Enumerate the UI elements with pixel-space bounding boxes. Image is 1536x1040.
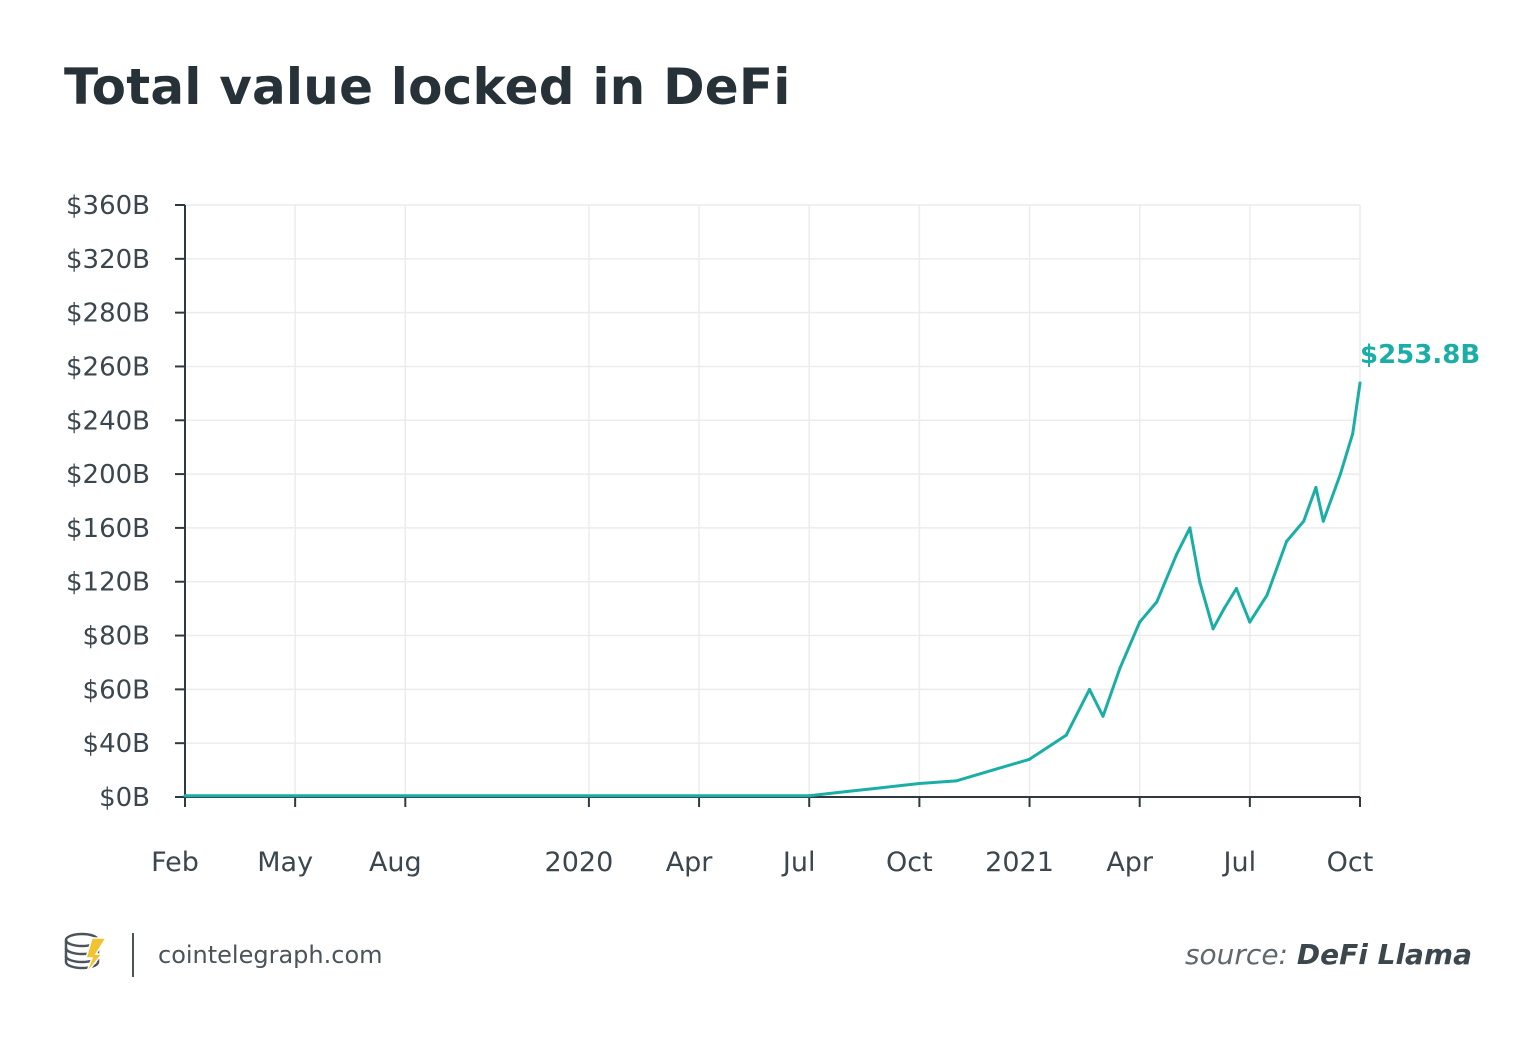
end-value-label: $253.8B [1360, 340, 1480, 370]
data-point [881, 786, 885, 790]
x-tick-label: May [257, 847, 313, 878]
data-point [1248, 620, 1252, 624]
data-point [1338, 472, 1342, 476]
data-point [1028, 757, 1031, 761]
data-point [1314, 486, 1318, 489]
cointelegraph-logo-icon [62, 930, 110, 980]
y-tick-label: $240B [66, 406, 150, 436]
data-point [1198, 580, 1202, 584]
y-tick-label: $320B [66, 245, 150, 275]
y-tick-label: $120B [66, 568, 150, 598]
x-tick-label: Apr [666, 847, 714, 878]
data-point [1234, 587, 1238, 590]
data-point [1174, 553, 1178, 557]
footer-divider [132, 933, 134, 977]
x-tick-label: Oct [886, 847, 933, 878]
data-point [1155, 600, 1159, 604]
x-tick-label: 2021 [985, 847, 1054, 878]
data-point [1351, 432, 1355, 436]
x-tick-label: 2020 [545, 847, 614, 878]
footer-site-link[interactable]: cointelegraph.com [158, 941, 383, 969]
footer-source: source: DeFi Llama [1185, 938, 1472, 971]
x-tick-label: Oct [1327, 847, 1374, 878]
data-point [917, 782, 921, 785]
y-tick-label: $260B [66, 352, 150, 382]
series-layer [183, 381, 1362, 798]
x-tick-label: Aug [369, 847, 422, 878]
x-tick-label: Jul [1222, 847, 1257, 878]
source-name: DeFi Llama [1296, 938, 1472, 971]
data-point [1321, 519, 1325, 523]
data-point [1358, 381, 1362, 385]
y-tick-label: $60B [83, 675, 150, 705]
footer-brand: cointelegraph.com [62, 932, 383, 978]
data-point [1088, 687, 1091, 691]
y-tick-label: $200B [66, 460, 150, 490]
data-point [1188, 526, 1192, 530]
data-point [1138, 620, 1142, 624]
x-axis-tick-labels: Feb May Aug 2020 Apr Jul Oct 2021 Apr Jul Oct [151, 847, 1373, 878]
data-point [1101, 714, 1105, 718]
y-tick-label: $40B [83, 729, 150, 759]
data-point [1285, 539, 1289, 543]
y-tick-label: $360B [66, 191, 150, 221]
y-tick-label: $160B [66, 514, 150, 544]
data-point [991, 768, 995, 772]
annotation-layer: $253.8B [1360, 340, 1480, 370]
y-tick-label: $280B [66, 299, 150, 329]
y-tick-label: $0B [99, 783, 150, 813]
source-label: source: [1184, 938, 1288, 971]
tvl-series-line [183, 381, 1362, 798]
data-point [1222, 607, 1226, 611]
y-tick-label: $80B [83, 622, 150, 652]
data-point [1265, 593, 1269, 597]
x-tick-label: Apr [1106, 847, 1154, 878]
data-point [807, 794, 811, 798]
chart-title: Total value locked in DeFi [64, 58, 791, 116]
axes [175, 204, 1361, 807]
data-point [844, 790, 848, 794]
data-point [1211, 627, 1215, 631]
data-point [954, 779, 958, 783]
x-tick-label: Feb [151, 847, 199, 878]
data-point [1064, 733, 1068, 737]
data-point [1302, 519, 1306, 523]
data-point [1118, 666, 1122, 670]
y-axis-tick-labels: $0B $40B $60B $80B $120B $160B $200B $240B $260B… [66, 191, 150, 813]
x-tick-label: Jul [781, 847, 816, 878]
grid-lines [185, 204, 1361, 797]
data-point [183, 794, 187, 798]
